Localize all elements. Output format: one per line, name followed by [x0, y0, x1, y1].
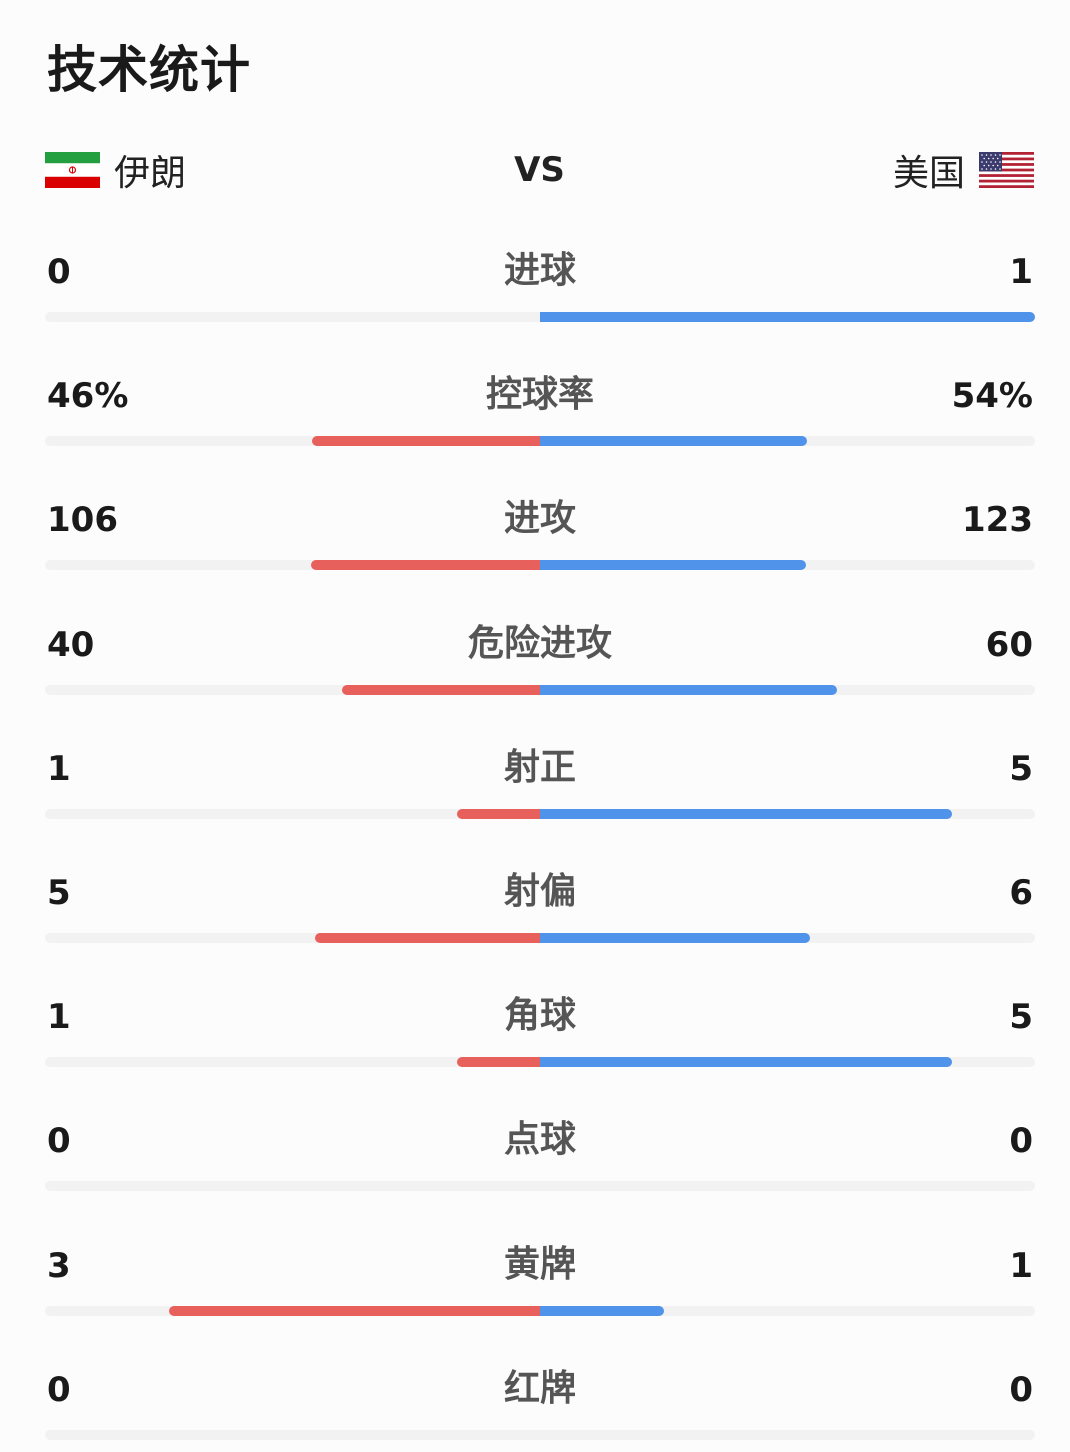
vs-label: VS: [514, 150, 565, 190]
stat-row: 0 红牌 0: [45, 1362, 1035, 1452]
away-stat-value: 1: [1009, 1245, 1033, 1286]
stat-bar-track: [45, 1057, 1035, 1068]
stat-bar-track: [45, 1429, 1035, 1440]
away-stat-bar: [540, 312, 1035, 322]
home-stat-value: 46%: [47, 376, 129, 417]
away-stat-bar: [540, 1305, 664, 1316]
home-stat-value: 106: [47, 500, 118, 541]
stat-bar-track: [45, 684, 1035, 695]
home-stat-bar: [168, 1305, 540, 1316]
home-stat-value: 3: [47, 1245, 71, 1286]
usa-flag-icon: [979, 152, 1034, 188]
home-stat-value: 1: [47, 748, 71, 789]
away-stat-bar: [540, 684, 837, 695]
stat-label: 进攻: [503, 498, 576, 540]
home-stat-bar: [342, 684, 540, 695]
away-stat-bar: [540, 808, 953, 819]
away-stat-value: 1: [1009, 252, 1033, 292]
iran-flag-icon: [45, 152, 100, 188]
stat-label: 黄牌: [503, 1243, 576, 1285]
home-stat-bar: [457, 1057, 540, 1068]
home-stat-bar: [310, 560, 540, 571]
home-stat-value: 1: [47, 997, 71, 1038]
stat-bar-track: [45, 1181, 1035, 1192]
away-stat-bar: [540, 436, 808, 447]
teams-header: 伊朗 VS 美国: [45, 140, 1034, 200]
away-stat-value: 54%: [951, 376, 1033, 417]
away-stat-value: 5: [1009, 997, 1033, 1038]
stat-row: 5 射偏 6: [45, 865, 1035, 955]
home-stat-value: 0: [47, 1369, 71, 1410]
stat-row: 0 点球 0: [45, 1113, 1035, 1203]
away-stat-bar: [540, 560, 806, 571]
stat-row: 0 进球 1: [45, 244, 1035, 334]
stat-bar-track: [45, 808, 1035, 819]
stat-row: 1 角球 5: [45, 989, 1035, 1079]
stat-row: 106 进攻 123: [45, 492, 1035, 582]
away-stat-value: 0: [1009, 1121, 1033, 1162]
away-stat-value: 0: [1009, 1369, 1033, 1410]
home-stat-value: 0: [47, 1121, 71, 1162]
stat-label: 角球: [503, 995, 576, 1037]
home-team: 伊朗: [45, 140, 186, 200]
stat-row: 3 黄牌 1: [45, 1238, 1035, 1328]
home-stat-value: 40: [47, 624, 95, 665]
stat-label: 控球率: [485, 374, 594, 416]
home-team-name: 伊朗: [114, 153, 187, 194]
stat-row: 40 危险进攻 60: [45, 617, 1035, 707]
away-stat-value: 123: [962, 500, 1033, 541]
stat-label: 进球: [503, 250, 576, 291]
stat-bar-track: [45, 436, 1035, 447]
stat-label: 射正: [503, 746, 576, 788]
stat-label: 射偏: [503, 871, 576, 912]
page-title: 技术统计: [47, 41, 251, 99]
stat-bar-track: [45, 312, 1035, 322]
away-stat-value: 60: [985, 624, 1033, 665]
stat-label: 红牌: [503, 1367, 576, 1409]
stat-label: 点球: [503, 1119, 576, 1161]
away-stat-bar: [540, 933, 810, 943]
home-stat-bar: [312, 436, 540, 447]
stat-row: 1 射正 5: [45, 741, 1035, 831]
stat-row: 46% 控球率 54%: [45, 368, 1035, 458]
stat-bar-track: [45, 560, 1035, 571]
away-stat-value: 6: [1009, 873, 1033, 913]
stat-bar-track: [45, 1305, 1035, 1316]
home-stat-bar: [314, 933, 540, 943]
away-stat-value: 5: [1009, 748, 1033, 789]
home-stat-value: 5: [47, 873, 71, 913]
stat-bar-track: [45, 933, 1035, 943]
away-stat-bar: [540, 1057, 953, 1068]
away-team: 美国: [893, 140, 1034, 200]
stat-label: 危险进攻: [467, 622, 612, 664]
home-stat-value: 0: [47, 252, 71, 292]
home-stat-bar: [457, 808, 540, 819]
away-team-name: 美国: [892, 153, 965, 194]
